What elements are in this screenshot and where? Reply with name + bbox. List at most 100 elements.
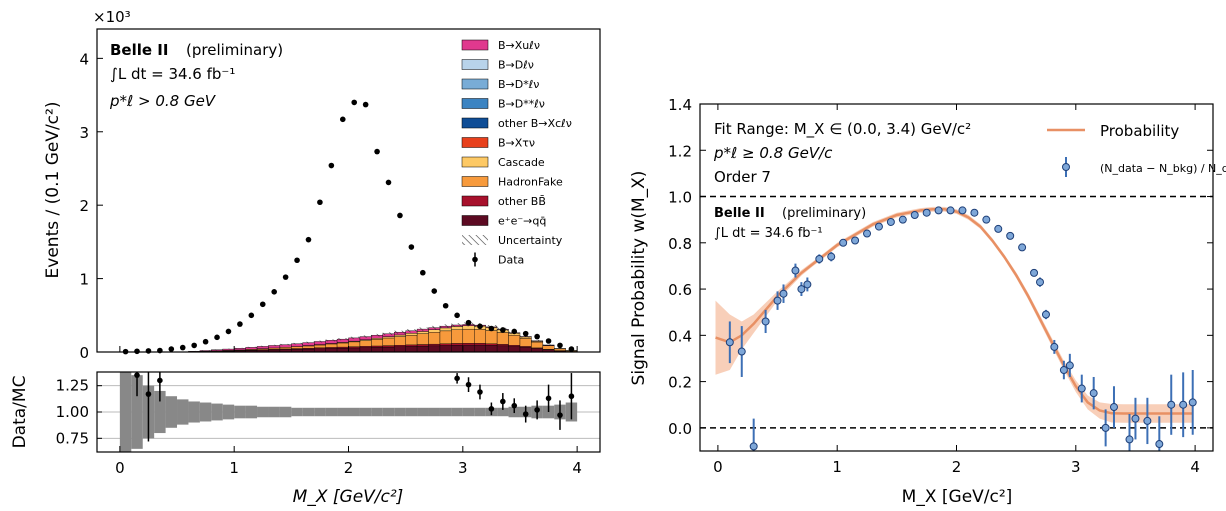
data-point-23 [385, 179, 392, 186]
legend-label-HadronFake: HadronFake [498, 176, 563, 189]
fit-legend: Probability (N_data − N_bkg) / N_data [1047, 122, 1226, 177]
data-point-5 [179, 344, 186, 351]
bar-HadronFake-30 [462, 328, 475, 344]
stacked-histogram [188, 322, 578, 352]
data-point-14 [282, 274, 289, 280]
ratio-point-11 [545, 395, 552, 402]
ratio-point-7 [500, 398, 506, 405]
fit-point-33 [1077, 384, 1086, 393]
legend-swatch-B_Dststlnu [461, 98, 489, 109]
bar-other_BB-24 [394, 345, 406, 347]
bar-Cascade-26 [416, 331, 429, 334]
uncertainty-hatch-38 [554, 347, 566, 349]
ratio-point-2 [157, 377, 163, 384]
data-point-13 [271, 289, 277, 295]
preliminary-label: (preliminary) [186, 41, 283, 59]
ratio-band-bin-0 [119, 372, 132, 452]
fit-xtick-label-2: 2 [952, 458, 962, 476]
ratio-x-ticks: 0 1 2 3 4 [115, 446, 582, 477]
bar-Cascade-27 [428, 329, 441, 333]
data-point-25 [408, 244, 415, 250]
bar-HadronFake-21 [359, 340, 372, 347]
uncertainty-hatch-6 [188, 350, 200, 352]
fit-point-26 [1018, 243, 1027, 252]
ratio-point-13 [568, 393, 575, 400]
legend-data-marker [472, 256, 478, 263]
data-point-30 [465, 319, 472, 326]
bar-ee_qq-29 [451, 345, 464, 352]
data-point-15 [294, 257, 300, 264]
ratio-point-6 [488, 406, 495, 412]
uncertainty-hatch-8 [211, 349, 223, 351]
legend-label-other_B_Xclnu: other B→Xcℓν [498, 117, 572, 130]
uncertainty-hatch-9 [222, 348, 235, 350]
fit-point-31 [1059, 366, 1068, 375]
bar-HadronFake-35 [519, 338, 532, 347]
fit-point-14 [874, 222, 883, 231]
fit-point-2 [749, 442, 758, 451]
main-ytick-label-0: 0 [79, 344, 89, 362]
bar-HadronFake-23 [382, 337, 395, 346]
data-point-20 [351, 99, 358, 106]
main-y-ticks: 0 1 2 3 4 [79, 50, 103, 362]
signal-probability-panel: 0.0 0.2 0.4 0.6 0.8 1.0 1.2 1.4 0 1 2 3 4 Signal Pr… [629, 96, 1226, 507]
fit-point-37 [1125, 435, 1134, 444]
bar-HadronFake-36 [531, 341, 544, 349]
fit-point-42 [1179, 400, 1188, 409]
fit-ytick-label-1: 0.2 [668, 374, 692, 392]
fit-point-34 [1089, 389, 1098, 398]
fit-point-39 [1143, 416, 1152, 425]
ratio-xtick-label-1: 1 [229, 459, 239, 477]
fit-point-20 [946, 206, 955, 215]
bar-HadronFake-22 [371, 339, 383, 347]
bar-ee_qq-26 [416, 345, 429, 352]
fit-point-23 [982, 215, 991, 224]
legend-label-B_Dstlnu: B→D*ℓν [498, 78, 539, 91]
fit-xtick-label-1: 1 [832, 458, 842, 476]
data-point-16 [305, 236, 312, 243]
data-point-8 [214, 334, 220, 341]
fit-point-43 [1188, 398, 1197, 407]
bar-HadronFake-14 [279, 347, 292, 350]
fit-ytick-label-2: 0.4 [668, 327, 692, 345]
data-point-26 [420, 269, 426, 276]
bar-HadronFake-32 [485, 330, 498, 344]
bar-HadronFake-25 [405, 334, 418, 346]
fit-point-6 [791, 266, 800, 275]
ratio-band-bin-18 [325, 407, 338, 417]
ratio-ytick-label-1: 1.00 [56, 403, 89, 421]
momentum-cut-label: p*ℓ > 0.8 GeV [109, 92, 217, 110]
data-point-7 [202, 338, 209, 345]
ratio-point-1 [145, 391, 152, 397]
uncertainty-hatch-18 [325, 339, 338, 342]
ratio-band-bin-19 [337, 407, 349, 417]
bar-other_BB-27 [428, 343, 441, 347]
fit-point-38 [1131, 414, 1140, 423]
ratio-band-bin-7 [199, 402, 212, 422]
ratio-band-bin-11 [245, 405, 258, 419]
bar-Cascade-24 [394, 334, 406, 337]
ratio-point-12 [557, 412, 563, 418]
bar-ee_qq-34 [508, 346, 521, 352]
legend-ratio-label: (N_data − N_bkg) / N_data [1100, 162, 1226, 175]
bar-ee_qq-28 [439, 345, 452, 352]
ratio-band-bin-23 [382, 407, 395, 417]
ratio-band-bin-25 [405, 407, 418, 417]
bar-ee_qq-30 [462, 344, 475, 352]
bar-ee_qq-24 [394, 346, 406, 352]
fit-belle-ii-label: Belle II [714, 206, 765, 221]
fit-luminosity-label: ∫L dt = 34.6 fb⁻¹ [714, 226, 823, 241]
bar-ee_qq-32 [485, 345, 498, 352]
ratio-band-bin-3 [154, 390, 166, 434]
ratio-xtick-label-3: 3 [458, 459, 468, 477]
fit-point-11 [839, 238, 848, 247]
data-point-19 [339, 116, 346, 123]
main-legend: B→Xuℓν B→Dℓν B→D*ℓν B→D**ℓν other B→Xcℓν B→Xτ… [461, 39, 572, 267]
ratio-point-10 [534, 407, 540, 413]
legend-swatch-Cascade [461, 156, 489, 168]
ratio-band-bin-17 [314, 407, 326, 417]
fit-ytick-label-3: 0.6 [668, 281, 692, 299]
ratio-band-bin-30 [462, 407, 475, 417]
ratio-band-bin-8 [211, 403, 223, 421]
fit-point-40 [1155, 440, 1164, 449]
